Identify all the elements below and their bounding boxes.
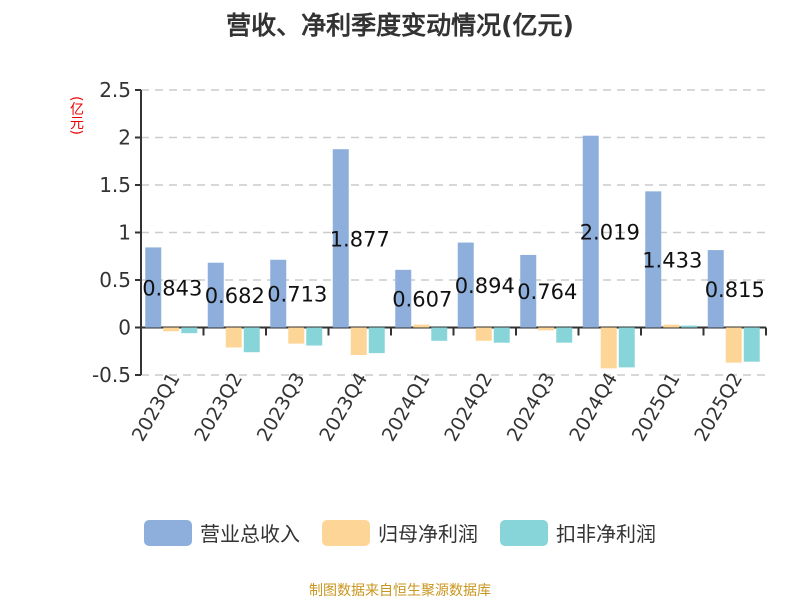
data-label: 0.815: [705, 278, 765, 302]
y-tick-label: 1.5: [99, 173, 131, 197]
data-label: 0.607: [392, 288, 452, 312]
x-tick-label: 2024Q1: [378, 369, 435, 445]
bar-series-2[interactable]: [618, 327, 635, 368]
bar-series-0[interactable]: [457, 242, 474, 328]
source-note: 制图数据来自恒生聚源数据库: [309, 583, 491, 599]
bar-series-2[interactable]: [181, 327, 198, 334]
data-label: 0.764: [517, 280, 577, 304]
bar-series-0[interactable]: [520, 254, 537, 328]
legend-label: 营业总收入: [200, 522, 300, 546]
bar-series-2[interactable]: [431, 327, 448, 341]
chart-title: 营收、净利季度变动情况(亿元): [226, 11, 574, 40]
x-tick-label: 2024Q3: [503, 369, 560, 445]
x-tick-label: 2025Q2: [690, 369, 747, 445]
y-tick-label: 2.5: [99, 78, 131, 102]
bar-series-2[interactable]: [556, 327, 573, 343]
y-tick-label: -0.5: [92, 363, 131, 387]
x-tick-label: 2023Q1: [128, 369, 185, 445]
bar-series-0[interactable]: [207, 262, 224, 328]
legend-item-net-profit[interactable]: 归母净利润: [322, 518, 478, 547]
bar-series-1[interactable]: [600, 327, 617, 369]
bar-series-1[interactable]: [350, 327, 367, 356]
bar-series-2[interactable]: [681, 325, 698, 328]
bar-series-0[interactable]: [645, 191, 662, 328]
data-label: 0.843: [142, 276, 202, 300]
y-tick-label: 2: [118, 126, 131, 150]
x-tick-label: 2024Q4: [565, 369, 622, 445]
data-label: 1.877: [330, 227, 390, 251]
legend: 营业总收入 归母净利润 扣非净利润: [0, 518, 800, 547]
y-tick-label: 0.5: [99, 268, 131, 292]
bar-series-0[interactable]: [707, 250, 724, 328]
bar-series-1[interactable]: [475, 327, 492, 341]
data-label: 1.433: [642, 248, 702, 272]
y-axis-unit: (亿元): [68, 96, 84, 135]
bar-series-1[interactable]: [538, 327, 555, 331]
bar-series-2[interactable]: [368, 327, 385, 354]
legend-item-deducted-profit[interactable]: 扣非净利润: [500, 518, 656, 547]
y-tick-label: 0: [118, 316, 131, 340]
x-tick-label: 2023Q4: [315, 369, 372, 445]
bar-series-2[interactable]: [493, 327, 510, 343]
bar-series-2[interactable]: [306, 327, 323, 346]
x-tick-label: 2025Q1: [628, 369, 685, 445]
bar-series-1[interactable]: [163, 327, 180, 332]
bar-series-1[interactable]: [663, 324, 680, 328]
bar-series-0[interactable]: [332, 149, 349, 328]
x-tick-label: 2023Q2: [190, 369, 247, 445]
bar-series-0[interactable]: [395, 269, 412, 328]
bar-series-2[interactable]: [743, 327, 760, 362]
bar-series-0[interactable]: [145, 247, 162, 328]
legend-label: 扣非净利润: [556, 522, 656, 546]
data-label: 2.019: [580, 221, 640, 245]
legend-item-revenue[interactable]: 营业总收入: [144, 518, 300, 547]
bar-series-1[interactable]: [225, 327, 242, 348]
bar-series-1[interactable]: [288, 327, 305, 344]
bar-series-1[interactable]: [413, 324, 430, 328]
bar-series-0[interactable]: [270, 259, 287, 328]
data-label: 0.682: [205, 284, 265, 308]
x-tick-label: 2024Q2: [440, 369, 497, 445]
data-label: 0.894: [455, 274, 515, 298]
bar-series-2[interactable]: [243, 327, 260, 353]
data-label: 0.713: [267, 283, 327, 307]
bar-series-1[interactable]: [725, 327, 742, 363]
bar-series-0[interactable]: [582, 135, 599, 328]
legend-label: 归母净利润: [378, 522, 478, 546]
y-tick-label: 1: [118, 221, 131, 245]
x-tick-label: 2023Q3: [253, 369, 310, 445]
